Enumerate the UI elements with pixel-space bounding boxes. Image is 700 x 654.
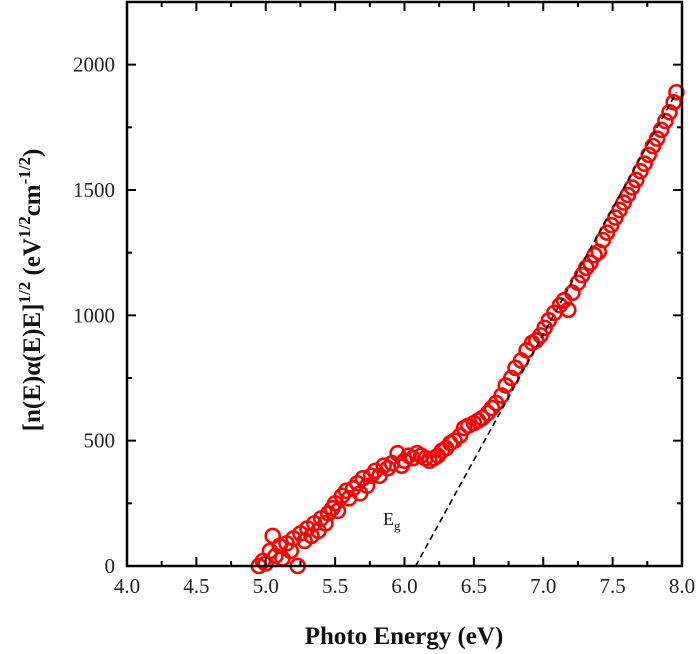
x-axis-title: Photo Energy (eV) [305, 623, 504, 650]
data-point [358, 477, 376, 495]
x-tick-label: 7.0 [530, 574, 556, 598]
y-tick-label: 500 [84, 429, 116, 453]
axis-ticks [126, 1, 683, 567]
data-point [668, 83, 685, 101]
data-point [329, 502, 347, 520]
plot-frame [125, 0, 684, 568]
x-tick-label: 7.5 [600, 574, 626, 598]
x-tick-label: 4.5 [183, 574, 209, 598]
x-tick-label: 6.5 [461, 574, 487, 598]
x-tick-label: 6.0 [391, 574, 417, 598]
data-point [652, 121, 670, 139]
data-point [627, 171, 645, 189]
x-tick-label: 4.0 [114, 574, 140, 598]
y-tick-labels: 0 500 1000 1500 2000 [73, 53, 115, 578]
linear-fit-line [414, 91, 678, 567]
x-tick-labels: 4.0 4.5 5.0 5.5 6.0 6.5 7.0 7.5 8.0 [114, 574, 695, 598]
y-tick-label: 2000 [73, 53, 115, 77]
data-points [250, 83, 685, 575]
data-point [636, 155, 653, 172]
data-point [657, 112, 674, 130]
y-tick-label: 0 [105, 554, 116, 578]
data-point [648, 130, 666, 147]
y-tick-label: 1000 [73, 303, 115, 327]
x-tick-label: 5.0 [253, 574, 279, 598]
data-point [264, 527, 281, 545]
y-axis-title: [n(E)α(E)E]1/2 (eV1/2cm-1/2) [15, 149, 46, 432]
x-tick-label: 5.5 [322, 574, 348, 598]
data-point [665, 93, 682, 111]
data-point [661, 103, 678, 121]
eg-annotation: Eg [383, 509, 401, 533]
y-tick-label: 1500 [73, 178, 115, 202]
x-tick-label: 8.0 [669, 574, 695, 598]
data-point [559, 301, 577, 319]
data-point [640, 146, 658, 164]
data-point [317, 515, 334, 532]
